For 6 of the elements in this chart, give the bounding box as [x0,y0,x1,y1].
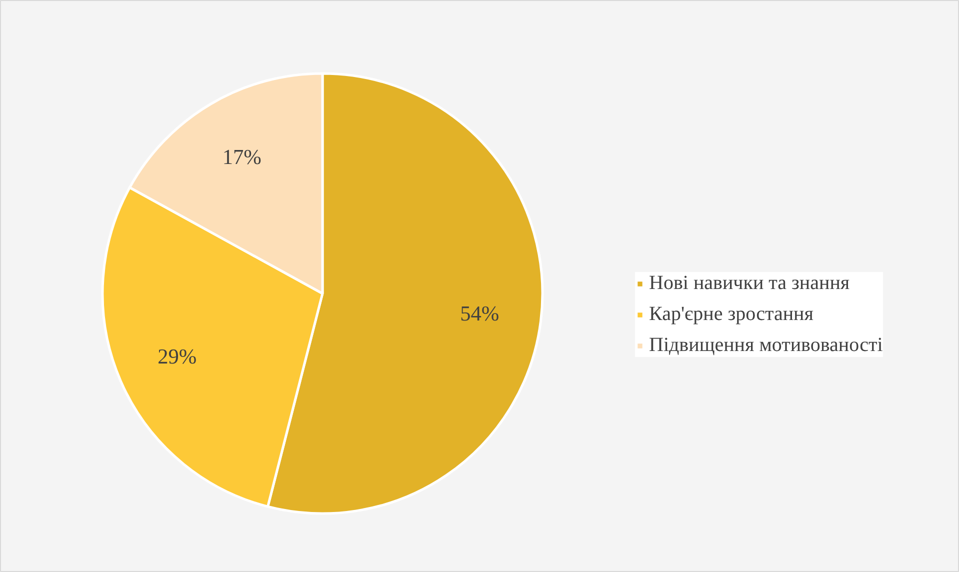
data-label: 17% [222,145,262,170]
data-label: 29% [158,344,197,368]
legend-label: Підвищення мотивованості [649,334,883,357]
legend-label: Нові навички та знання [649,272,850,295]
data-label: 54% [460,301,500,326]
legend-label: Кар'єрне зростання [649,303,814,326]
